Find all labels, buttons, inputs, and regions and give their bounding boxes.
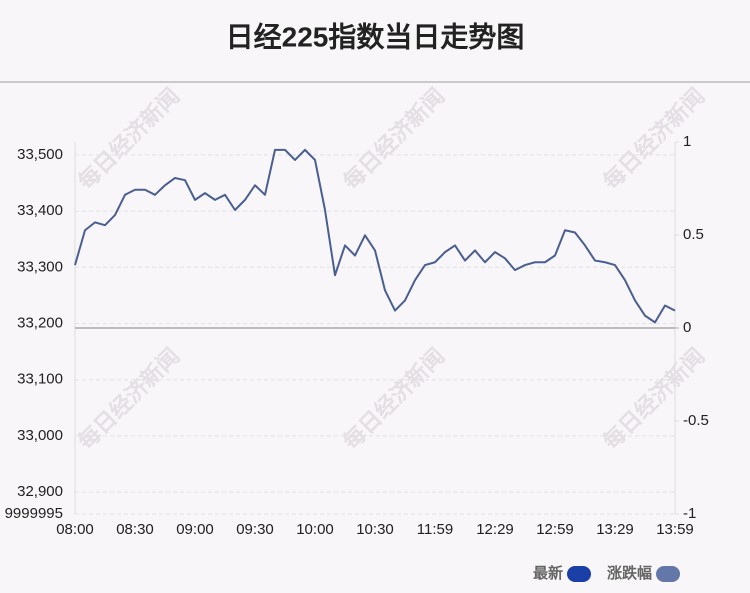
x-tick-label: 08:00: [56, 521, 94, 538]
watermark: 每日经济新闻: [598, 343, 709, 454]
x-tick-label: 13:59: [656, 521, 694, 538]
x-tick-label: 13:29: [596, 521, 634, 538]
y-tick-label: 32,900: [17, 483, 63, 500]
x-tick-label: 12:59: [536, 521, 574, 538]
legend-swatch: [656, 566, 681, 582]
x-tick-label: 08:30: [116, 521, 154, 538]
x-tick-label: 11:59: [417, 521, 453, 538]
watermark: 每日经济新闻: [338, 343, 449, 454]
x-tick-label: 10:00: [296, 521, 334, 538]
x-tick-label: 09:00: [176, 521, 214, 538]
watermark: 每日经济新闻: [73, 83, 184, 194]
y-tick-label: 9999995: [5, 505, 63, 522]
legend-swatch: [567, 566, 592, 582]
y2-tick-label: 1: [683, 133, 691, 150]
y-tick-label: 33,400: [17, 202, 63, 219]
x-tick-label: 09:30: [236, 521, 274, 538]
y2-tick-label: -0.5: [683, 412, 709, 429]
watermark: 每日经济新闻: [73, 343, 184, 454]
x-tick-label: 10:30: [356, 521, 394, 538]
watermark: 每日经济新闻: [338, 83, 449, 194]
y-tick-label: 33,500: [17, 146, 63, 163]
chart-title: 日经225指数当日走势图: [226, 20, 525, 52]
y-tick-label: 33,200: [17, 314, 63, 331]
legend-label: 涨跌幅: [607, 564, 652, 582]
y-tick-label: 33,100: [17, 371, 63, 388]
y2-tick-label: -1: [683, 505, 696, 522]
x-tick-label: 12:29: [476, 521, 514, 538]
y2-tick-label: 0.5: [683, 226, 704, 243]
watermark: 每日经济新闻: [598, 83, 709, 194]
price-line: [74, 148, 676, 324]
legend-label: 最新: [533, 564, 563, 582]
y-tick-label: 33,000: [17, 427, 63, 444]
y-tick-label: 33,300: [17, 258, 63, 275]
y2-tick-label: 0: [683, 319, 691, 336]
